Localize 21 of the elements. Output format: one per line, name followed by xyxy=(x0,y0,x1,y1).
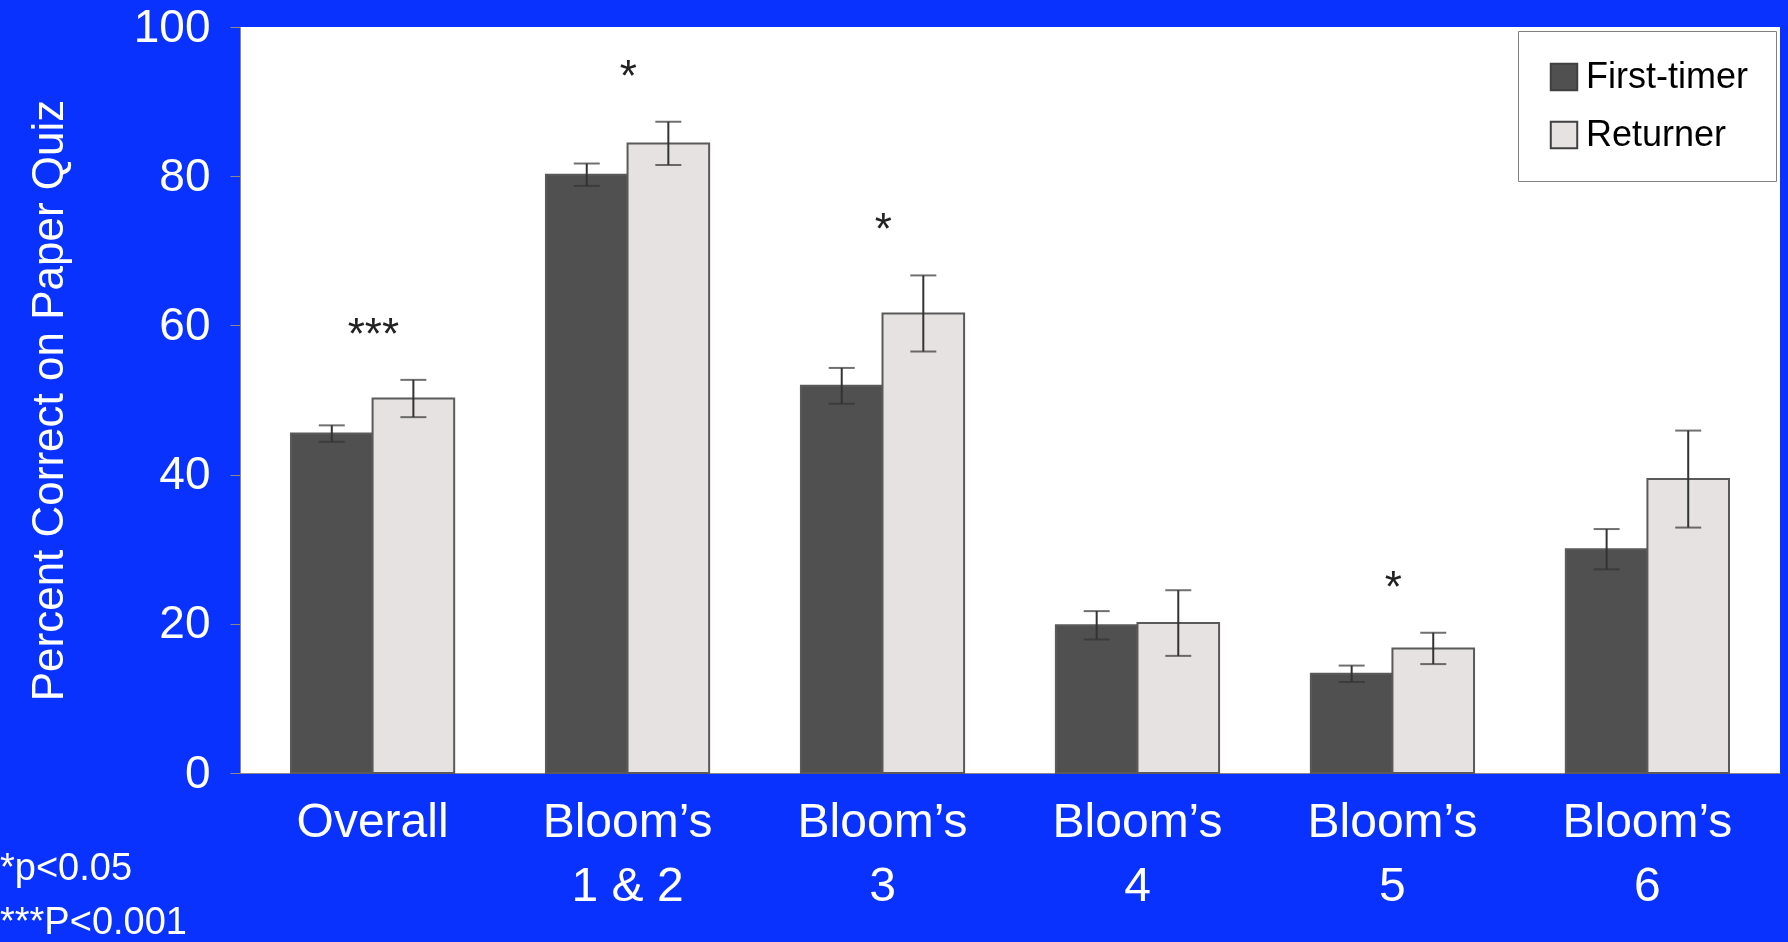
data-label: *** xyxy=(347,308,400,358)
legend-label: First-timer xyxy=(1586,55,1748,96)
data-label: * xyxy=(1384,561,1402,611)
y-tick-label: 40 xyxy=(159,447,211,500)
y-tick-label: 100 xyxy=(133,0,211,52)
y-tick-label: 20 xyxy=(159,596,211,649)
legend-label: Returner xyxy=(1586,113,1727,154)
x-tick-label: Bloom’s 5 xyxy=(1307,793,1478,911)
data-label: * xyxy=(874,204,892,254)
text: ***P<0.001 xyxy=(0,900,187,942)
x-tick-label: Overall xyxy=(296,793,449,847)
data-label: * xyxy=(619,50,637,100)
x-tick-label: Bloom’s 3 xyxy=(797,793,968,911)
text: *p<0.05 xyxy=(0,846,133,888)
x-tick-label: Bloom’s 4 xyxy=(1052,793,1223,911)
y-axis-title: Percent Correct on Paper Quiz xyxy=(22,99,72,702)
y-tick-label: 80 xyxy=(159,148,211,201)
x-tick-label: Bloom’s 1 & 2 xyxy=(542,793,713,911)
y-tick-label: 60 xyxy=(159,297,211,350)
y-tick-label: 0 xyxy=(184,745,211,798)
x-tick-label: Bloom’s 6 xyxy=(1562,793,1733,911)
